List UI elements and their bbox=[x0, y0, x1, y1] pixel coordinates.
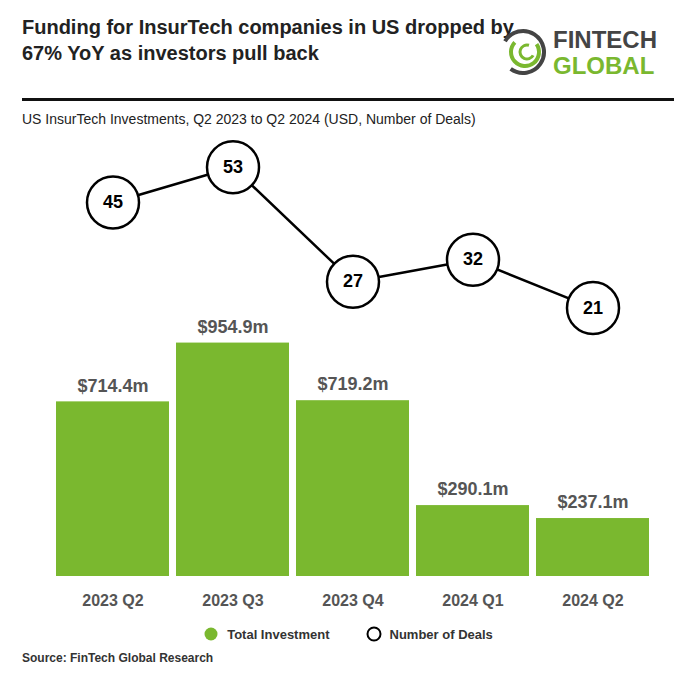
html-text:Number of Deals: Number of Deals bbox=[389, 626, 493, 642]
html-text:Total Investment: Total Investment bbox=[227, 626, 330, 642]
svg-text:2023 Q3: 2023 Q3 bbox=[202, 592, 263, 609]
svg-text:32: 32 bbox=[463, 249, 483, 269]
svg-text:2023 Q4: 2023 Q4 bbox=[322, 592, 383, 609]
html-text:US InsurTech Investments, Q2 2: US InsurTech Investments, Q2 2023 to Q2 … bbox=[22, 111, 476, 127]
svg-text:2024 Q1: 2024 Q1 bbox=[442, 592, 503, 609]
svg-text:27: 27 bbox=[343, 271, 363, 291]
svg-text:$237.1m: $237.1m bbox=[557, 492, 628, 512]
svg-text:53: 53 bbox=[223, 157, 243, 177]
html-text:Funding for InsurTech companie: Funding for InsurTech companies in US dr… bbox=[22, 16, 514, 64]
svg-text:$714.4m: $714.4m bbox=[77, 376, 148, 396]
html-text:Source: FinTech Global Researc: Source: FinTech Global Research bbox=[22, 651, 214, 665]
svg-text:2024 Q2: 2024 Q2 bbox=[562, 592, 623, 609]
svg-text:45: 45 bbox=[103, 192, 123, 212]
svg-text:2023 Q2: 2023 Q2 bbox=[82, 592, 143, 609]
svg-text:GLOBAL: GLOBAL bbox=[553, 52, 654, 79]
svg-text:$290.1m: $290.1m bbox=[437, 479, 508, 499]
svg-text:FINTECH: FINTECH bbox=[553, 26, 657, 53]
svg-text:$954.9m: $954.9m bbox=[197, 317, 268, 337]
svg-text:21: 21 bbox=[583, 298, 603, 318]
svg-text:$719.2m: $719.2m bbox=[317, 374, 388, 394]
